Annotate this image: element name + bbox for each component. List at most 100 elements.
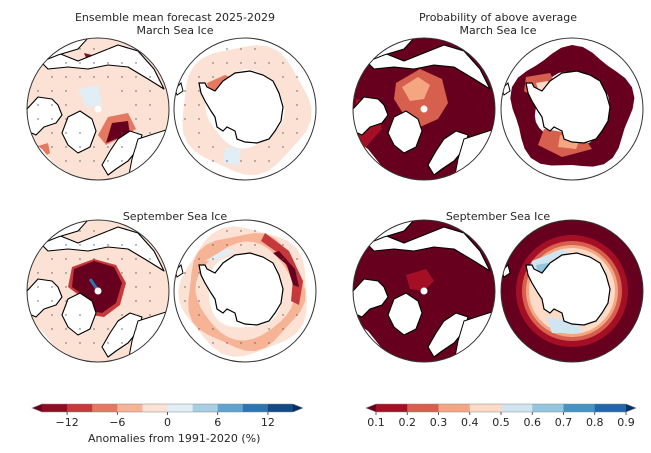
probability-colorbar-tick-label: 0.4 bbox=[461, 416, 479, 429]
anomaly-colorbar-tick-label: 0 bbox=[164, 416, 171, 429]
significance-dot bbox=[51, 258, 53, 260]
significance-dot bbox=[107, 48, 109, 50]
anomaly-colorbar-bin bbox=[92, 404, 118, 412]
probability-high bbox=[402, 77, 430, 101]
significance-dot bbox=[184, 300, 186, 302]
significance-dot bbox=[121, 132, 123, 134]
probability-colorbar-tick-label: 0.8 bbox=[586, 416, 604, 429]
significance-dot bbox=[51, 118, 53, 120]
significance-dot bbox=[93, 244, 95, 246]
anomaly-positive bbox=[205, 249, 235, 261]
significance-dot bbox=[121, 90, 123, 92]
south-america-tip bbox=[174, 82, 184, 96]
significance-dot bbox=[240, 48, 242, 50]
left-colorbar-label: Anomalies from 1991-2020 (%) bbox=[88, 432, 261, 445]
map-probability-mar-antarctic bbox=[500, 37, 644, 181]
map-anomaly-sep-arctic bbox=[26, 219, 170, 363]
map-boundary bbox=[352, 37, 496, 181]
map-boundary bbox=[26, 37, 170, 181]
significance-dot bbox=[65, 146, 67, 148]
significance-dot bbox=[65, 244, 67, 246]
significance-dot bbox=[282, 328, 284, 330]
greenland-land bbox=[61, 292, 97, 336]
significance-dot bbox=[37, 90, 39, 92]
anomaly-colorbar-tick-label: 6 bbox=[214, 416, 221, 429]
significance-dot bbox=[296, 258, 298, 260]
significance-dot bbox=[37, 118, 39, 120]
significance-dot bbox=[65, 118, 67, 120]
anomaly-colorbar: −12 −6 0 6 12 bbox=[31, 403, 304, 429]
significance-dot bbox=[107, 76, 109, 78]
significance-dot bbox=[226, 244, 228, 246]
significance-dot bbox=[79, 230, 81, 232]
left-title-line1: Ensemble mean forecast 2025-2029 bbox=[74, 11, 276, 24]
significance-dot bbox=[79, 160, 81, 162]
anomaly-positive-streak bbox=[88, 278, 99, 290]
significance-dot bbox=[198, 76, 200, 78]
significance-dot bbox=[51, 272, 53, 274]
antarctica-coastline bbox=[525, 70, 611, 144]
significance-dot bbox=[268, 62, 270, 64]
probability-colorbar-tick-label: 0.1 bbox=[367, 416, 385, 429]
significance-dot bbox=[121, 342, 123, 344]
significance-dot bbox=[79, 244, 81, 246]
significance-dot bbox=[37, 286, 39, 288]
significance-dot bbox=[198, 258, 200, 260]
significance-dot bbox=[51, 300, 53, 302]
anomaly-colorbar-bin bbox=[267, 404, 294, 412]
anomaly-positive bbox=[223, 147, 241, 165]
significance-dot bbox=[65, 76, 67, 78]
probability-colorbar-tick-label: 0.6 bbox=[524, 416, 542, 429]
map-probability-sep-arctic bbox=[352, 219, 496, 363]
significance-dot bbox=[240, 342, 242, 344]
significance-dot bbox=[93, 146, 95, 148]
significance-dot bbox=[93, 62, 95, 64]
left-title-line2: March Sea Ice bbox=[136, 24, 214, 37]
significance-dot bbox=[282, 258, 284, 260]
significance-dot bbox=[282, 76, 284, 78]
map-probability-mar-arctic bbox=[352, 37, 496, 181]
significance-dot bbox=[65, 314, 67, 316]
eurasia-land bbox=[37, 44, 165, 90]
significance-dot bbox=[184, 118, 186, 120]
map-boundary bbox=[173, 219, 317, 363]
significance-dot bbox=[268, 244, 270, 246]
significance-dot bbox=[79, 132, 81, 134]
significance-dot bbox=[79, 76, 81, 78]
significance-dot bbox=[198, 300, 200, 302]
map-anomaly-sep-antarctic bbox=[173, 219, 317, 363]
significance-dot bbox=[79, 258, 81, 260]
anomaly-moderate bbox=[28, 143, 50, 165]
significance-dot bbox=[93, 258, 95, 260]
significance-dot bbox=[65, 328, 67, 330]
significance-dot bbox=[79, 328, 81, 330]
map-boundary bbox=[500, 37, 644, 181]
probability-colorbar-tick-label: 0.2 bbox=[399, 416, 417, 429]
left-row2-title: September Sea Ice bbox=[122, 210, 228, 223]
pole-hole bbox=[94, 105, 102, 113]
scandinavia-land bbox=[427, 312, 469, 358]
significance-dot bbox=[79, 48, 81, 50]
significance-dot bbox=[184, 90, 186, 92]
significance-dot bbox=[37, 104, 39, 106]
significance-dot bbox=[121, 258, 123, 260]
significance-dot bbox=[135, 314, 137, 316]
significance-dot bbox=[240, 230, 242, 232]
significance-dot bbox=[65, 300, 67, 302]
anomaly-colorbar-tick-label: −6 bbox=[109, 416, 125, 429]
probability-colorbar-tick-label: 0.3 bbox=[430, 416, 448, 429]
significance-dot bbox=[198, 118, 200, 120]
probability-colorbar-bin bbox=[563, 404, 596, 412]
significance-dot bbox=[198, 146, 200, 148]
significance-dot bbox=[212, 244, 214, 246]
significance-dot bbox=[65, 342, 67, 344]
significance-dot bbox=[107, 146, 109, 148]
eurasia-land bbox=[363, 226, 491, 272]
map-anomaly-mar-arctic bbox=[26, 37, 170, 181]
significance-dot bbox=[198, 132, 200, 134]
anomaly-colorbar-bin bbox=[117, 404, 143, 412]
significance-dot bbox=[198, 272, 200, 274]
significance-dot bbox=[149, 300, 151, 302]
significance-dot bbox=[149, 90, 151, 92]
significance-dot bbox=[282, 244, 284, 246]
